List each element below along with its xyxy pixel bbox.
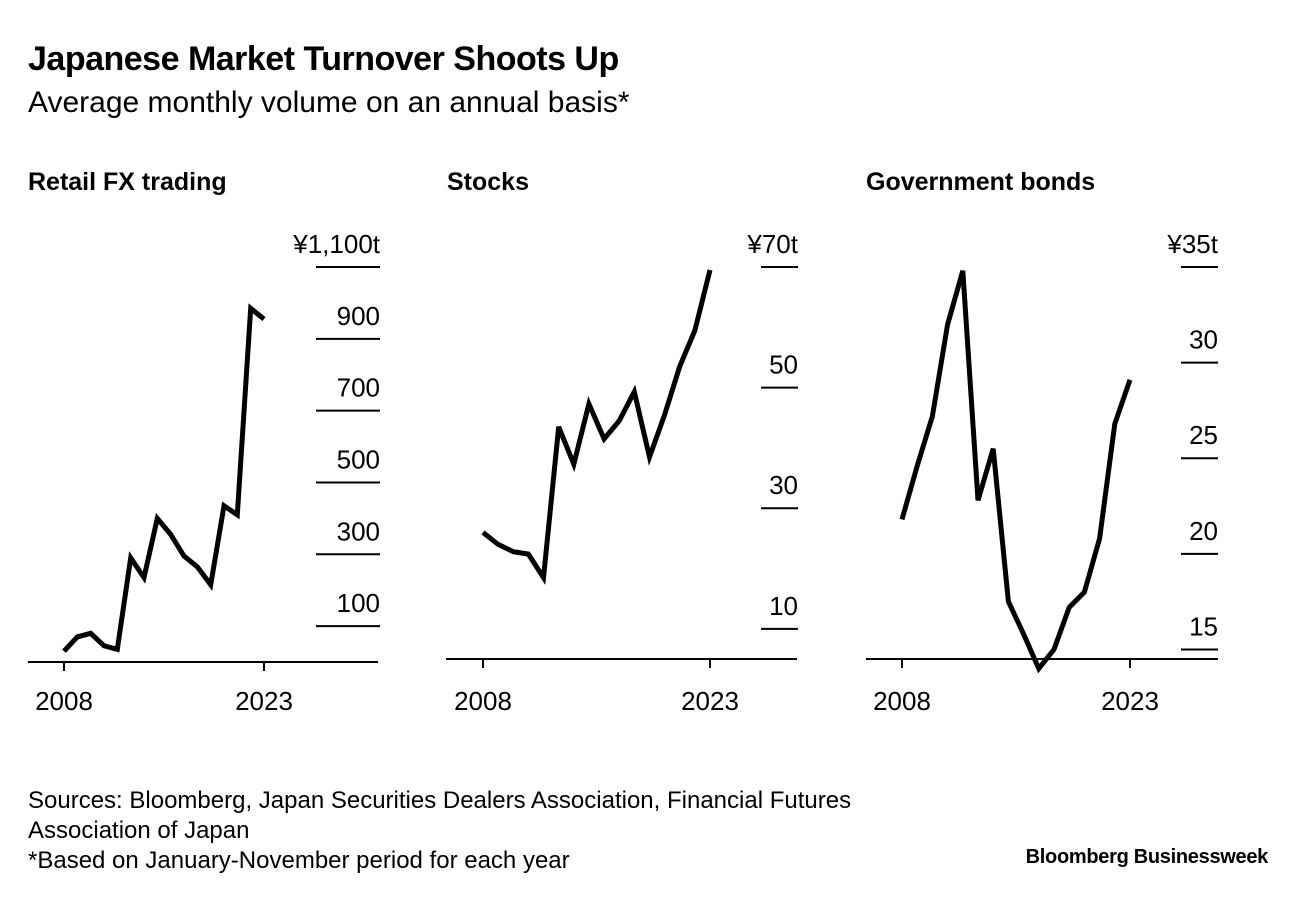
panel-title-government-bonds: Government bonds: [866, 168, 1096, 196]
stocks-y-tick-label: ¥70t: [746, 229, 798, 259]
retail-fx-y-tick-label: 300: [337, 516, 380, 546]
government-bonds-y-tick-label: 30: [1189, 325, 1218, 355]
chart-subtitle: Average monthly volume on an annual basi…: [28, 86, 630, 119]
government-bonds-series-line: [899, 270, 1133, 674]
stocks-x-tick-label: 2008: [454, 686, 512, 716]
panel-title-stocks: Stocks: [447, 168, 529, 196]
retail-fx-y-tick-label: 900: [337, 301, 380, 331]
retail-fx-x-tick-label: 2008: [35, 686, 93, 716]
government-bonds-y-tick-label: 25: [1189, 420, 1218, 450]
chart-title: Japanese Market Turnover Shoots Up: [28, 40, 619, 78]
government-bonds-y-tick-label: 20: [1189, 516, 1218, 546]
retail-fx-y-tick-label: 700: [337, 373, 380, 403]
sources-line-2: Association of Japan: [28, 817, 250, 844]
government-bonds-x-tick-label: 2008: [873, 686, 931, 716]
retail-fx-y-tick-label: 100: [337, 588, 380, 618]
stocks-y-tick-label: 50: [769, 350, 798, 380]
panel-title-retail-fx: Retail FX trading: [28, 168, 227, 196]
government-bonds-y-tick-label: ¥35t: [1166, 229, 1218, 259]
retail-fx-series-line: [62, 303, 266, 653]
footnote: Sources: Bloomberg, Japan Securities Dea…: [28, 786, 851, 876]
government-bonds-x-tick-label: 2023: [1101, 686, 1159, 716]
sources-line-1: Sources: Bloomberg, Japan Securities Dea…: [28, 787, 852, 814]
stocks-y-tick-label: 10: [769, 591, 798, 621]
stocks-y-tick-label: 30: [769, 470, 798, 500]
retail-fx-x-tick-label: 2023: [235, 686, 293, 716]
stocks-x-tick-label: 2023: [681, 686, 739, 716]
brand-logo: Bloomberg Businessweek: [1025, 846, 1269, 868]
government-bonds-y-tick-label: 15: [1189, 611, 1218, 641]
retail-fx-y-tick-label: ¥1,100t: [292, 229, 381, 259]
basis-note: *Based on January-November period for ea…: [28, 847, 570, 874]
retail-fx-y-tick-label: 500: [337, 444, 380, 474]
stocks-series-line: [481, 269, 713, 585]
